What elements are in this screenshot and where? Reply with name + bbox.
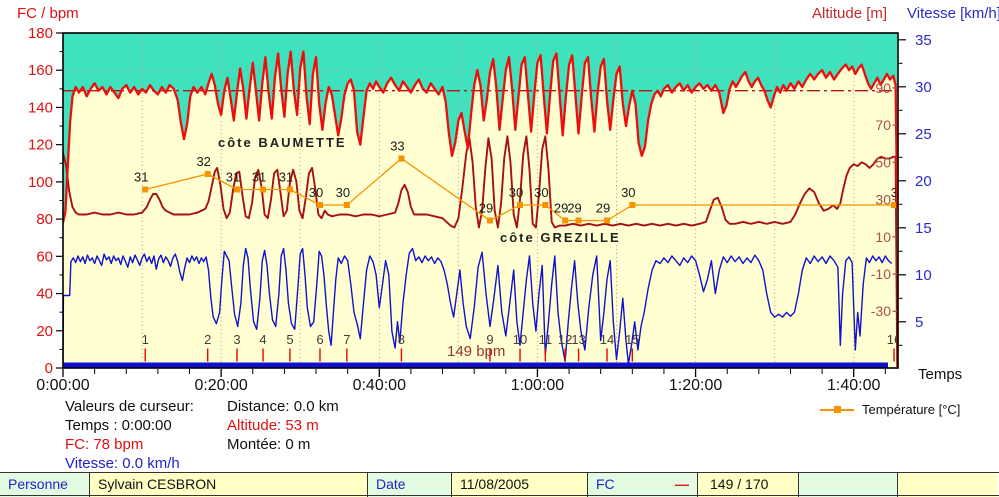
altitude-axis-title: Altitude [m] [812, 5, 888, 22]
svg-text:31: 31 [134, 170, 148, 185]
svg-text:14: 14 [600, 332, 614, 347]
table-row: Personne Sylvain CESBRON Date 11/08/2005… [0, 473, 999, 496]
fc-label: FC [596, 476, 615, 492]
date-label-cell: Date [368, 473, 452, 495]
svg-text:180: 180 [28, 25, 53, 42]
person-value-cell[interactable]: Sylvain CESBRON [90, 473, 368, 495]
fc-label-cell: FC — [588, 473, 698, 495]
cursor-altitude: Altitude: 53 m [227, 417, 319, 434]
cursor-climb: Montée: 0 m [227, 436, 311, 453]
svg-text:30: 30 [915, 79, 932, 96]
svg-text:30: 30 [336, 185, 350, 200]
svg-text:29: 29 [479, 201, 493, 216]
svg-text:0:00:00: 0:00:00 [36, 377, 89, 392]
svg-text:31: 31 [226, 170, 240, 185]
svg-text:20: 20 [36, 323, 53, 340]
svg-text:40: 40 [36, 286, 53, 303]
svg-text:0: 0 [45, 360, 53, 377]
svg-text:1:40:00: 1:40:00 [827, 377, 880, 392]
temperature-legend-label: Température [°C] [862, 402, 961, 417]
svg-text:30: 30 [509, 185, 523, 200]
svg-text:10: 10 [875, 229, 891, 245]
svg-text:0:20:00: 0:20:00 [194, 377, 247, 392]
session-info-table: Personne Sylvain CESBRON Date 11/08/2005… [0, 472, 999, 497]
cursor-fc: FC: 78 bpm [65, 436, 144, 453]
svg-text:11: 11 [539, 332, 553, 347]
annotation-cote-grezille: côte GREZILLE [500, 230, 621, 245]
svg-text:100: 100 [28, 174, 53, 191]
date-value-cell[interactable]: 11/08/2005 [452, 473, 588, 495]
svg-text:120: 120 [28, 137, 53, 154]
svg-text:6: 6 [316, 332, 323, 347]
svg-text:-30: -30 [871, 303, 891, 319]
svg-text:33: 33 [390, 139, 404, 154]
empty-cell [799, 473, 898, 495]
svg-text:30: 30 [891, 185, 905, 200]
svg-text:1: 1 [142, 332, 149, 347]
svg-text:31: 31 [252, 170, 266, 185]
svg-text:10: 10 [915, 267, 932, 284]
fc-range-cell[interactable]: 149 / 170 [698, 473, 799, 495]
svg-text:80: 80 [36, 211, 53, 228]
svg-text:60: 60 [36, 248, 53, 265]
svg-text:5: 5 [286, 332, 293, 347]
svg-text:50: 50 [875, 154, 891, 170]
svg-text:-10: -10 [871, 266, 891, 282]
svg-text:30: 30 [309, 185, 323, 200]
svg-text:13: 13 [571, 332, 585, 347]
svg-text:8: 8 [398, 332, 405, 347]
cursor-distance: Distance: 0.0 km [227, 398, 339, 415]
svg-text:29: 29 [567, 201, 581, 216]
svg-text:10: 10 [513, 332, 527, 347]
svg-text:16: 16 [887, 332, 901, 347]
svg-text:0:40:00: 0:40:00 [353, 377, 406, 392]
speed-axis-title: Vitesse [km/h] [907, 5, 999, 22]
svg-text:4: 4 [259, 332, 266, 347]
svg-text:32: 32 [196, 154, 210, 169]
temperature-legend-marker-icon [834, 406, 841, 413]
svg-text:15: 15 [915, 220, 932, 237]
svg-text:1:20:00: 1:20:00 [669, 377, 722, 392]
svg-text:31: 31 [279, 170, 293, 185]
svg-text:30: 30 [534, 185, 548, 200]
annotation-cote-baumette: côte BAUMETTE [218, 135, 347, 150]
svg-text:5: 5 [915, 314, 923, 331]
svg-text:90: 90 [875, 80, 891, 96]
svg-text:2: 2 [204, 332, 211, 347]
svg-text:29: 29 [554, 201, 568, 216]
svg-text:30: 30 [621, 185, 635, 200]
empty-cell [898, 473, 998, 495]
svg-text:12: 12 [558, 332, 572, 347]
svg-text:35: 35 [915, 32, 932, 49]
svg-text:25: 25 [915, 126, 932, 143]
cursor-speed: Vitesse: 0.0 km/h [65, 455, 180, 472]
svg-text:29: 29 [596, 201, 610, 216]
svg-text:160: 160 [28, 62, 53, 79]
person-label-cell: Personne [0, 473, 90, 495]
fc-line-sample-icon: — [675, 476, 689, 492]
svg-text:7: 7 [343, 332, 350, 347]
svg-text:15: 15 [625, 332, 639, 347]
svg-text:9: 9 [486, 332, 493, 347]
time-axis-title: Temps [918, 366, 963, 383]
cursor-time: Temps : 0:00:00 [65, 417, 172, 434]
svg-text:1:00:00: 1:00:00 [511, 377, 564, 392]
svg-text:70: 70 [875, 117, 891, 133]
cursor-title: Valeurs de curseur: [65, 398, 194, 415]
svg-text:140: 140 [28, 99, 53, 116]
fc-limit-label: 149 bpm [447, 343, 506, 360]
svg-text:20: 20 [915, 173, 932, 190]
svg-text:3: 3 [233, 332, 240, 347]
fc-axis-title: FC / bpm [17, 5, 79, 22]
svg-text:30: 30 [875, 192, 891, 208]
